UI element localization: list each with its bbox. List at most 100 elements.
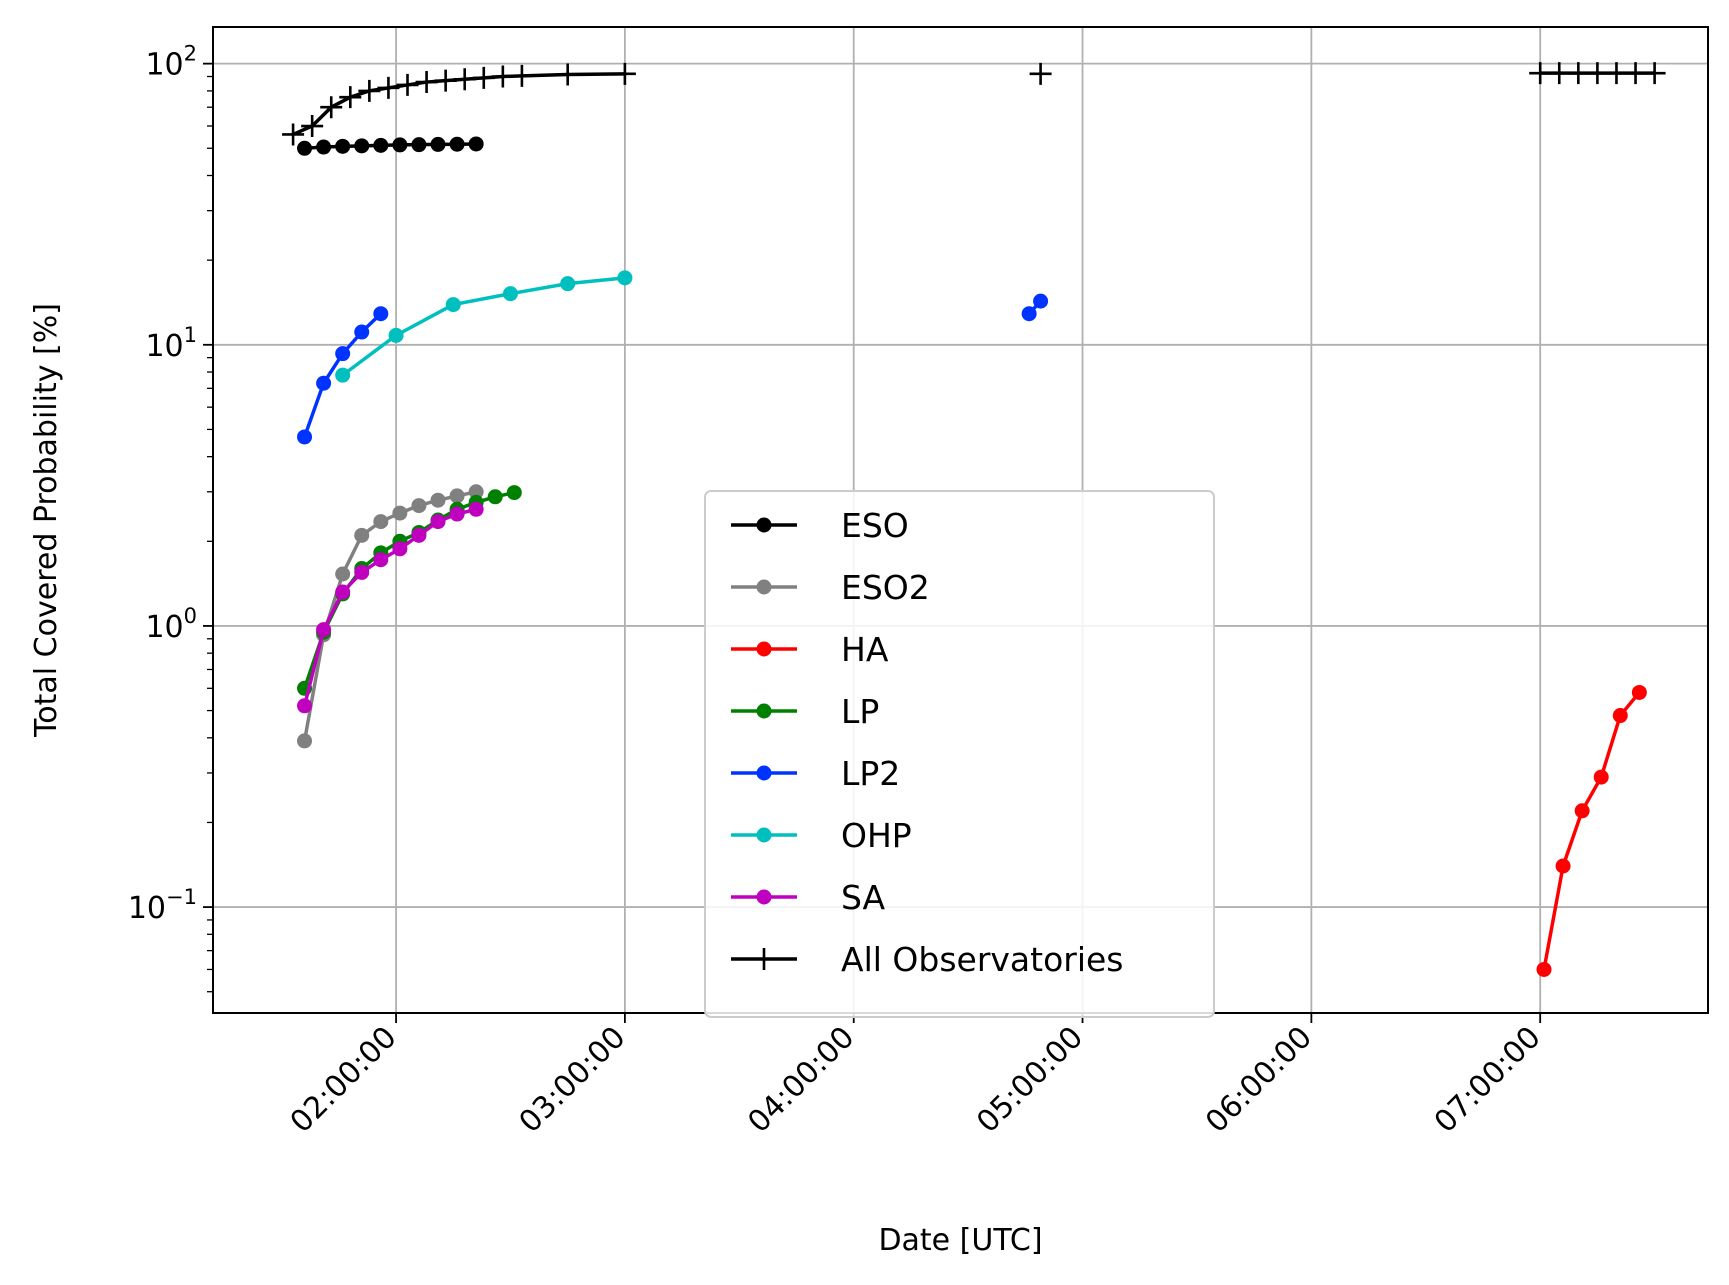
data-point [335, 367, 351, 383]
series-lp2 [297, 293, 1049, 445]
data-point [373, 514, 389, 530]
data-point [297, 429, 313, 445]
data-point [430, 492, 446, 508]
x-axis-label: Date [UTC] [878, 1223, 1042, 1258]
data-point [449, 136, 465, 152]
data-point [510, 64, 533, 87]
data-point [434, 69, 457, 92]
data-point [354, 527, 370, 543]
series-line [302, 490, 477, 742]
data-point [388, 327, 404, 343]
legend-label: ESO2 [841, 568, 930, 607]
data-point [1631, 684, 1647, 700]
data-point [354, 324, 370, 340]
data-point [560, 276, 576, 292]
data-point [373, 306, 389, 322]
data-point [1624, 62, 1647, 85]
series-line [1542, 691, 1641, 970]
data-point [449, 488, 465, 504]
data-point [468, 136, 484, 152]
legend-label: All Observatories [841, 940, 1124, 979]
legend-marker [756, 765, 772, 781]
data-point [282, 123, 305, 146]
legend-marker [756, 889, 772, 905]
data-point [1021, 306, 1037, 322]
data-point [1029, 62, 1052, 85]
data-point [297, 140, 313, 156]
data-point [316, 622, 332, 638]
x-tick-label: 06:00:00 [1199, 1020, 1319, 1140]
legend: ESO ESO2 HA LP LP2 OHP SA All Observatories [704, 490, 1215, 1018]
plot-area [282, 62, 1666, 977]
data-point [316, 139, 332, 155]
data-point [301, 115, 324, 138]
legend-label: ESO [841, 506, 909, 545]
data-point [335, 584, 351, 600]
legend-marker [756, 641, 772, 657]
data-point [316, 375, 332, 391]
data-point [613, 62, 636, 85]
x-tick-label: 05:00:00 [970, 1020, 1090, 1140]
legend-marker [756, 703, 772, 719]
legend-box [704, 490, 1215, 1018]
series-line [292, 72, 625, 137]
data-point [411, 527, 427, 543]
data-point [1593, 769, 1609, 785]
x-tick-label: 03:00:00 [513, 1020, 633, 1140]
legend-item: ESO2 [731, 568, 930, 607]
data-point [617, 270, 633, 286]
legend-item: HA [731, 630, 889, 669]
legend-marker [756, 517, 772, 533]
series-eso [297, 136, 484, 156]
data-point [453, 68, 476, 91]
data-point [373, 552, 389, 568]
data-point [354, 564, 370, 580]
data-point [449, 506, 465, 522]
series-line [341, 276, 626, 377]
series-lp [297, 485, 522, 696]
data-point [1567, 62, 1590, 85]
x-tick-label: 04:00:00 [741, 1020, 861, 1140]
series-ohp [335, 270, 633, 383]
data-point [396, 73, 419, 96]
y-tick-label: 10−1 [128, 885, 197, 926]
y-tick-label: 100 [145, 604, 197, 645]
legend-item: SA [731, 878, 886, 917]
data-point [1529, 62, 1552, 85]
data-point [358, 79, 381, 102]
data-point [1643, 62, 1666, 85]
data-point [1555, 858, 1571, 874]
data-point [377, 76, 400, 99]
data-point [1586, 62, 1609, 85]
data-point [506, 485, 522, 501]
data-point [445, 297, 461, 313]
y-axis-label: Total Covered Probability [%] [29, 303, 64, 738]
data-point [1605, 62, 1628, 85]
legend-item: All Observatories [731, 940, 1124, 979]
data-point [335, 346, 351, 362]
data-point [502, 286, 518, 302]
data-point [335, 138, 351, 154]
legend-item: ESO [731, 506, 909, 545]
series-sa [297, 501, 484, 714]
data-point [411, 498, 427, 514]
legend-marker [756, 579, 772, 595]
legend-marker [756, 827, 772, 843]
data-point [297, 733, 313, 749]
data-point [335, 566, 351, 582]
series-eso2 [297, 484, 484, 749]
legend-marker [753, 948, 775, 970]
data-point [556, 63, 579, 86]
data-point [415, 71, 438, 94]
data-point [354, 138, 370, 154]
data-point [468, 501, 484, 517]
legend-item: OHP [731, 816, 912, 855]
series-all-observatories [282, 62, 1666, 146]
legend-label: LP [841, 692, 879, 731]
y-tick-label: 101 [145, 323, 197, 364]
data-point [1548, 62, 1571, 85]
data-point [320, 96, 343, 119]
legend-label: HA [841, 630, 889, 669]
x-tick-label: 07:00:00 [1428, 1020, 1548, 1140]
legend-label: SA [841, 878, 886, 917]
